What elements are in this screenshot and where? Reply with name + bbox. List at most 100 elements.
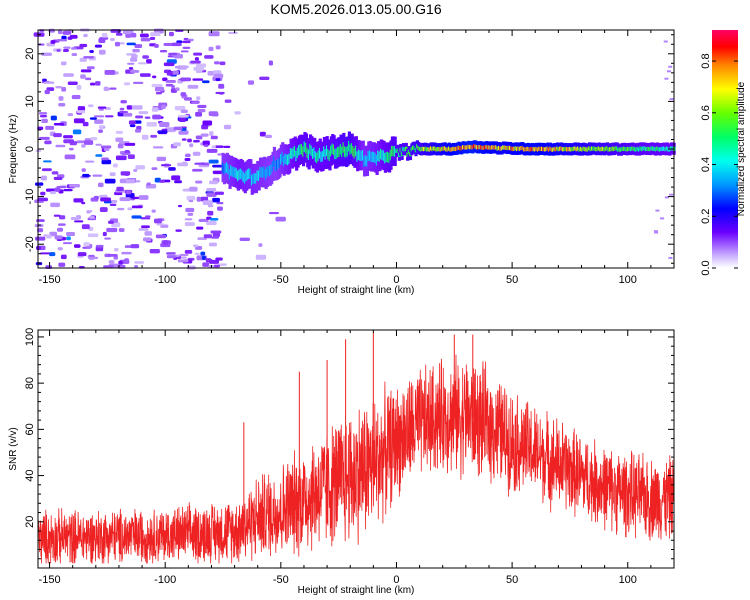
spectrogram-noise-cell (81, 224, 90, 230)
spectrogram-noise-cell (208, 46, 214, 52)
y-tick-label: -10 (24, 189, 36, 205)
spectrogram-noise-cell (138, 228, 149, 231)
spectrogram-noise-cell (98, 108, 104, 111)
spectrogram-noise-cell (45, 125, 55, 130)
spectrogram-noise-cell (154, 86, 165, 92)
spectrogram-noise-cell (40, 252, 51, 255)
spectrogram-noise-cell (68, 147, 74, 151)
spectrogram-noise-cell (156, 223, 165, 226)
spectrogram-noise-cell (151, 107, 159, 112)
spectrogram-noise-cell (84, 140, 94, 145)
spectrogram-noise-cell (189, 186, 198, 192)
spectrogram-noise-cell (123, 112, 133, 117)
spectrogram-noise-cell (55, 85, 63, 89)
spectrogram-noise-cell (71, 47, 77, 50)
spectrogram-ylabel: Frequency (Hz) (8, 115, 19, 184)
y-tick-label: 60 (24, 423, 36, 435)
spectrogram-noise-cell (168, 167, 176, 171)
spectrogram-noise-cell (174, 180, 182, 184)
spectrogram-noise-cell (98, 49, 106, 55)
spectrogram-noise-cell (70, 216, 79, 221)
spectrogram-noise-cell (126, 105, 133, 110)
spectrogram-noise-cell (98, 129, 103, 133)
spectrogram-noise-cell (131, 54, 138, 59)
spectrogram-noise-cell (80, 69, 92, 73)
spectrogram-noise-cell (133, 81, 144, 85)
spectrogram-noise-cell (101, 157, 109, 161)
spectrogram-noise-cell (208, 111, 218, 117)
spectrogram-noise-cell (37, 228, 44, 233)
spectrogram-noise-cell (210, 135, 218, 140)
spectrogram-noise-cell (206, 220, 217, 226)
spectrogram-noise-cell (59, 215, 66, 220)
x-tick-label: -50 (273, 274, 289, 286)
spectrogram-noise-cell (206, 192, 217, 197)
spectrogram-noise-cell (81, 201, 86, 205)
y-tick-label: 100 (24, 328, 36, 346)
spectrogram-noise-cell (217, 153, 222, 156)
spectrogram-noise-cell (101, 159, 112, 165)
spectrogram-noise-cell (162, 77, 168, 82)
spectrogram-noise-cell (69, 34, 78, 39)
spectrogram-noise-cell (192, 151, 201, 156)
x-tick-label: 50 (506, 274, 518, 286)
spectrogram-noise-cell (115, 33, 123, 36)
colorbar-tick-label: 0.8 (700, 53, 712, 68)
spectrogram-noise-cell (215, 77, 221, 82)
spectrogram-noise-cell (115, 130, 123, 134)
spectrogram-noise-cell (58, 102, 66, 107)
spectrogram-noise-cell (207, 204, 214, 208)
spectrogram-noise-cell (87, 233, 99, 238)
y-tick-label: 20 (24, 516, 36, 528)
spectrogram-noise-cell (212, 164, 223, 168)
spectrogram-noise-cell (206, 148, 218, 153)
spectrogram-noise-cell (177, 162, 188, 167)
spectrogram-noise-cell (40, 175, 47, 181)
spectrogram-noise-cell (194, 162, 205, 165)
spectrogram-noise-cell (104, 178, 116, 184)
spectrogram-noise-cell (142, 55, 149, 59)
spectrogram-noise-cell (194, 252, 200, 255)
spectrogram-noise-cell (106, 227, 118, 233)
spectrogram-noise-cell (179, 117, 186, 122)
spectrogram-noise-cell (85, 77, 92, 81)
y-tick-label: 20 (24, 48, 36, 60)
colorbar-tick-label: 0.4 (700, 157, 712, 172)
spectrogram-noise-cell (187, 138, 192, 143)
spectrogram-noise-cell (193, 66, 205, 71)
spectrogram-noise-cell (61, 35, 67, 40)
spectrogram-noise-cell (183, 37, 189, 41)
spectrogram-noise-cell (126, 42, 136, 46)
spectrogram-noise-cell (134, 265, 139, 268)
spectrogram-noise-cell (107, 254, 118, 257)
spectrogram-noise-cell (109, 203, 117, 207)
spectrogram-noise-cell (99, 194, 108, 199)
spectrogram-noise-cell (259, 76, 270, 80)
x-tick-label: 50 (506, 574, 518, 586)
spectrogram-noise-cell (214, 191, 224, 195)
colorbar: 0.0 0.2 0.4 0.6 0.8 Normalized spectral ampl… (700, 30, 747, 276)
spectrogram-noise-cell (125, 190, 132, 195)
spectrogram-noise-cell (168, 52, 178, 56)
spectrogram-noise-cell (92, 174, 103, 177)
spectrogram-noise-cell (212, 170, 223, 175)
spectrogram-noise-cell (155, 234, 167, 239)
spectrogram-noise-cell (668, 256, 673, 259)
spectrogram-noise-cell (168, 31, 174, 37)
spectrogram-noise-cell (255, 254, 267, 260)
spectrogram-noise-cell (189, 143, 194, 148)
spectrogram-noise-cell (208, 159, 219, 164)
spectrogram-noise-cell (95, 246, 104, 252)
spectrogram-noise-cell (83, 33, 88, 38)
spectrogram-noise-cell (193, 52, 203, 56)
spectrogram-noise-cell (184, 222, 195, 227)
spectrogram-noise-cell (56, 185, 67, 189)
spectrogram-noise-cell (123, 82, 131, 86)
spectrogram-noise-cell (110, 38, 115, 41)
spectrogram-noise-cell (130, 57, 138, 62)
spectrogram-noise-cell (143, 237, 152, 242)
spectrogram-noise-cell (145, 215, 151, 218)
spectrogram-noise-cell (116, 186, 124, 192)
x-tick-label: 0 (393, 274, 399, 286)
colorbar-tick-label: 0.6 (700, 105, 712, 120)
